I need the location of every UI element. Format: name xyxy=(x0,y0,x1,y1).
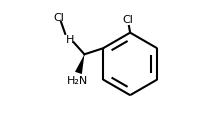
Text: Cl: Cl xyxy=(122,15,133,25)
Polygon shape xyxy=(75,54,84,74)
Text: H₂N: H₂N xyxy=(67,76,88,86)
Text: H: H xyxy=(66,35,74,45)
Text: Cl: Cl xyxy=(53,13,64,23)
